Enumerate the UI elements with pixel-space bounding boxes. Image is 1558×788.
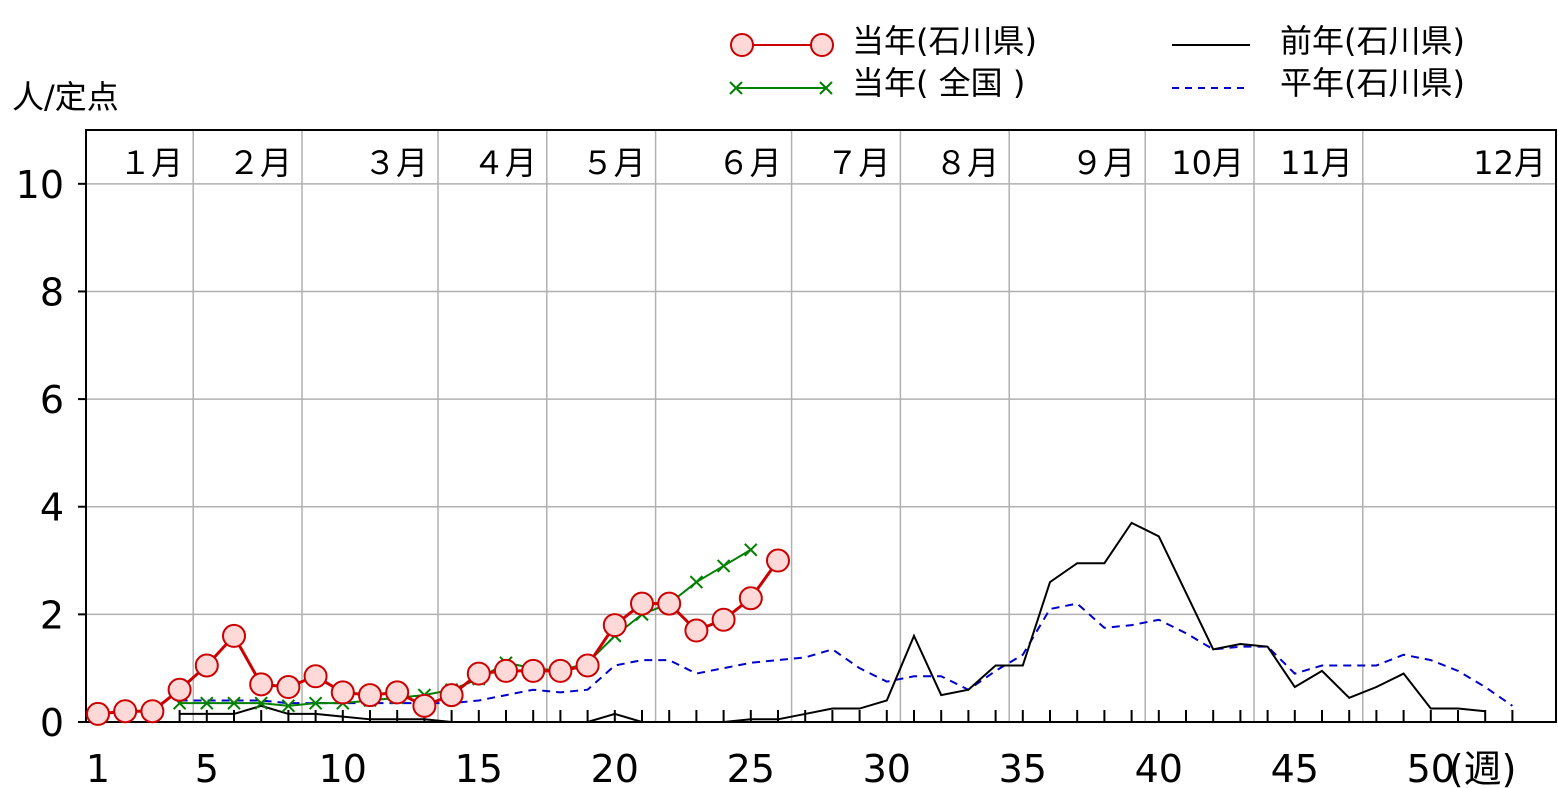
month-label-2: ２月 [228,144,292,182]
series-0-point-4 [194,653,219,678]
legend-label-previous-ishikawa: 前年(石川県) [1280,22,1465,60]
series-0-point-11 [385,680,410,705]
series-0-point-7 [276,675,301,700]
x-tick-label-3: 15 [455,747,503,788]
x-ticks: 1 5 10 15 20 25 30 35 40 45 50(週) [86,710,1517,788]
series-1-point-5 [308,696,323,710]
series-line-3 [179,602,1513,707]
legend: 当年(石川県) 当年( 全国 ) 前年(石川県) 平年(石川県) [729,22,1465,102]
series-line-2 [179,521,1486,723]
y-ticks: 0 2 4 6 8 10 [16,163,86,745]
series-0-point-17 [548,658,573,683]
month-label-12: 12月 [1473,144,1546,182]
x-tick-label-6: 30 [863,747,911,788]
y-axis-title: 人/定点 [12,78,119,116]
series-0-point-1 [113,699,138,724]
y-tick-label-5: 10 [16,163,64,207]
series-0-point-21 [657,591,682,616]
y-tick-label-2: 4 [40,486,64,530]
series-0-point-18 [575,653,600,678]
series-0-point-10 [358,683,382,708]
legend-entry-current-national: 当年( 全国 ) [729,64,1025,102]
legend-entry-previous-ishikawa: 前年(石川県) [1172,22,1465,60]
x-tick-label-2: 10 [319,747,367,788]
series-0-point-22 [684,618,709,643]
series-1-point-20 [716,559,731,573]
legend-label-current-national: 当年( 全国 ) [852,64,1025,102]
series-0-point-3 [167,677,192,702]
month-label-5: ５月 [582,144,646,182]
series-0-point-24 [738,586,763,611]
series-0-point-6 [249,672,274,697]
month-label-1: １月 [119,144,183,182]
x-tick-label-7: 35 [999,747,1047,788]
x-axis-unit: (週) [1449,747,1517,788]
series-0-point-9 [330,680,355,705]
y-tick-label-4: 8 [40,270,64,314]
series-1-point-1 [200,696,214,710]
series-0-point-5 [222,623,246,648]
x-tick-label-4: 20 [591,747,639,788]
series-1-point-3 [254,696,268,710]
legend-marker-current-national-right [819,81,833,95]
y-tick-label-1: 2 [40,593,64,637]
x-tick-label-8: 40 [1135,747,1183,788]
series-0-point-19 [602,613,627,638]
legend-label-current-ishikawa: 当年(石川県) [852,22,1037,60]
series-0-point-2 [140,699,165,724]
series-0-point-25 [766,548,790,573]
x-tick-label-5: 25 [727,747,775,788]
legend-label-average-ishikawa: 平年(石川県) [1280,64,1465,102]
month-label-8: ８月 [935,144,999,182]
month-label-7: ７月 [826,144,890,182]
series-0-point-8 [303,664,328,689]
series-0-point-0 [86,701,110,726]
y-tick-label-0: 0 [40,701,64,745]
legend-marker-current-national-left [729,81,743,95]
month-label-4: ４月 [473,144,537,182]
legend-entry-current-ishikawa: 当年(石川県) [730,22,1037,60]
month-label-11: 11月 [1280,144,1353,182]
x-tick-label-10: 50 [1407,747,1455,788]
series-0-point-12 [412,693,437,718]
series-1-point-21 [744,543,758,557]
legend-marker-current-ishikawa-left [730,33,754,57]
month-label-6: ６月 [718,144,782,182]
series-0-point-23 [711,607,736,632]
y-tick-label-3: 6 [40,378,64,422]
grid [86,130,1556,722]
month-labels: １月 ２月 ３月 ４月 ５月 ６月 ７月 ８月 ９月 10月 11月 12月 [119,144,1546,182]
series-layer [86,521,1513,726]
legend-marker-current-ishikawa-right [810,33,834,57]
month-label-9: ９月 [1071,144,1135,182]
series-0-point-13 [439,683,464,708]
series-0-point-15 [494,658,518,683]
x-tick-label-9: 45 [1271,747,1319,788]
series-0-point-14 [466,661,491,686]
legend-entry-average-ishikawa: 平年(石川県) [1172,64,1465,102]
series-1-point-19 [689,575,704,589]
x-tick-label-0: 1 [86,747,110,788]
series-1-point-2 [227,696,241,710]
plot-border [85,129,1557,723]
month-label-10: 10月 [1171,144,1244,182]
x-tick-label-1: 5 [195,747,219,788]
series-0-point-16 [521,658,546,683]
plot-frame [85,129,1557,723]
series-0-point-20 [630,591,654,616]
series-1-point-4 [281,699,296,713]
month-label-3: ３月 [364,144,428,182]
